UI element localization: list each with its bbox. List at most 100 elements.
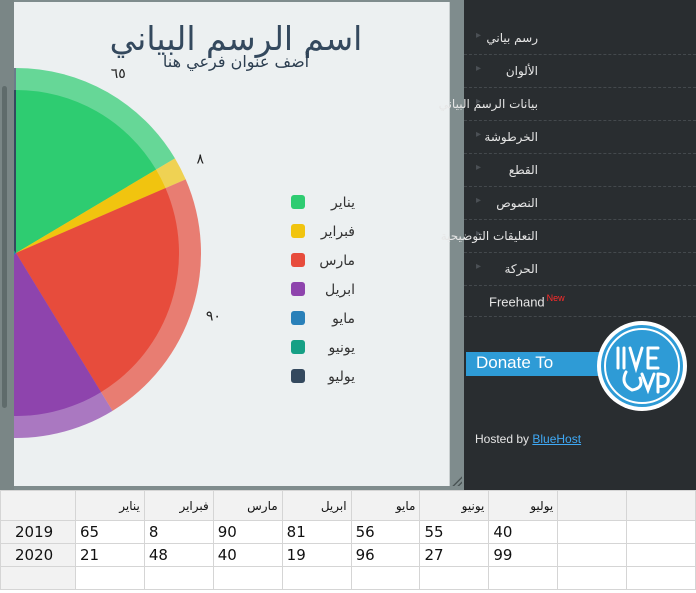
empty-cell[interactable] bbox=[350, 566, 421, 590]
menu-item-label: Freehand New bbox=[489, 293, 565, 309]
empty-cell[interactable] bbox=[557, 566, 628, 590]
chart-subtitle: أضف عنوان فرعي هنا bbox=[163, 51, 309, 72]
menu-item-label: القطع bbox=[508, 163, 538, 177]
pie-slice[interactable] bbox=[14, 90, 16, 253]
empty-cell[interactable] bbox=[74, 566, 145, 590]
table-cell[interactable]: 96 bbox=[350, 543, 421, 567]
pie-slice[interactable] bbox=[14, 122, 16, 253]
pie-slice[interactable] bbox=[16, 188, 179, 393]
empty-cell[interactable] bbox=[488, 566, 559, 590]
table-cell[interactable]: 90 bbox=[212, 520, 283, 544]
table-cell[interactable]: 21 bbox=[74, 543, 145, 567]
menu-item-label: النصوص bbox=[496, 196, 538, 210]
table-cell[interactable]: 40 bbox=[212, 543, 283, 567]
empty-cell[interactable] bbox=[626, 543, 696, 567]
hosted-by: Hosted by BlueHost bbox=[475, 432, 581, 446]
empty-cell[interactable] bbox=[419, 566, 490, 590]
empty-cell[interactable] bbox=[557, 520, 628, 544]
menu-item-colors[interactable]: ▸ الألوان bbox=[464, 55, 696, 88]
chart-panel: ٦٥٨٩٠٨١٥٦٥٥٤٠ ينايرفبرايرمارسابريلمايويو… bbox=[14, 2, 450, 486]
menu-item-texts[interactable]: ▸ النصوص bbox=[464, 187, 696, 220]
menu-item-chart[interactable]: ▸ رسم بياني bbox=[464, 22, 696, 55]
menu-item-annotations[interactable]: ▸ التعليقات التوضيحية bbox=[441, 220, 696, 253]
pie-slice[interactable] bbox=[16, 169, 166, 253]
chevron-icon: ▸ bbox=[476, 228, 482, 239]
table-row bbox=[0, 566, 696, 590]
donate-label: Donate To bbox=[476, 353, 554, 372]
data-grid: يناير فبراير مارس ابريل مايو يونيو يوليو… bbox=[0, 490, 696, 593]
empty-cell[interactable] bbox=[557, 490, 628, 521]
header-cell[interactable]: يوليو bbox=[488, 490, 559, 521]
menu-item-slices[interactable]: ▸ القطع bbox=[464, 154, 696, 187]
vertical-scrollbar[interactable] bbox=[2, 86, 7, 408]
empty-cell[interactable] bbox=[281, 566, 352, 590]
table-cell[interactable]: 48 bbox=[143, 543, 214, 567]
table-header-row: يناير فبراير مارس ابريل مايو يونيو يوليو bbox=[0, 490, 696, 521]
legend-label[interactable]: فبراير bbox=[320, 224, 355, 240]
legend-swatch[interactable] bbox=[291, 253, 305, 267]
empty-cell[interactable] bbox=[626, 566, 696, 590]
empty-cell[interactable] bbox=[212, 566, 283, 590]
empty-cell[interactable] bbox=[626, 490, 696, 521]
header-cell[interactable]: ابريل bbox=[281, 490, 352, 521]
legend-swatch[interactable] bbox=[291, 224, 305, 238]
legend-label[interactable]: مارس bbox=[319, 253, 355, 269]
table-cell[interactable]: 55 bbox=[419, 520, 490, 544]
table-cell[interactable]: 40 bbox=[488, 520, 559, 544]
table-cell[interactable]: 27 bbox=[419, 543, 490, 567]
table-cell[interactable]: 56 bbox=[350, 520, 421, 544]
row-label[interactable] bbox=[0, 566, 76, 590]
hosted-prefix: Hosted by bbox=[475, 432, 530, 446]
empty-cell[interactable] bbox=[557, 543, 628, 567]
table-cell[interactable]: 19 bbox=[281, 543, 352, 567]
table-cell[interactable]: 65 bbox=[74, 520, 145, 544]
livegvp-logo[interactable] bbox=[596, 320, 688, 412]
pie-chart: ٦٥٨٩٠٨١٥٦٥٥٤٠ ينايرفبرايرمارسابريلمايويو… bbox=[14, 19, 362, 438]
table-row: 2019 65 8 90 81 56 55 40 bbox=[0, 520, 696, 544]
pie-slice[interactable] bbox=[16, 90, 157, 253]
left-gutter bbox=[0, 0, 14, 490]
empty-cell[interactable] bbox=[626, 520, 696, 544]
chevron-icon: ▸ bbox=[476, 63, 482, 74]
pie-slice[interactable] bbox=[14, 243, 16, 373]
legend-swatch[interactable] bbox=[291, 311, 305, 325]
table-cell[interactable]: 81 bbox=[281, 520, 352, 544]
legend-label[interactable]: يوليو bbox=[327, 369, 355, 385]
header-cell[interactable]: يناير bbox=[74, 490, 145, 521]
legend-swatch[interactable] bbox=[291, 340, 305, 354]
header-cell[interactable]: مارس bbox=[212, 490, 283, 521]
donate-button[interactable]: Donate To bbox=[466, 352, 616, 376]
menu-item-freehand[interactable]: Freehand New bbox=[464, 284, 696, 317]
menu-item-font[interactable]: ▸ الخرطوشة bbox=[464, 121, 696, 154]
row-label[interactable]: 2020 bbox=[0, 543, 76, 567]
header-cell[interactable]: يونيو bbox=[419, 490, 490, 521]
chevron-icon: ▸ bbox=[476, 129, 482, 140]
legend-label[interactable]: ابريل bbox=[325, 282, 355, 298]
row-label[interactable]: 2019 bbox=[0, 520, 76, 544]
resize-grip[interactable] bbox=[452, 476, 462, 486]
menu-item-chart-data[interactable]: ▸ بيانات الرسم البياني bbox=[439, 88, 696, 121]
legend-swatch[interactable] bbox=[291, 195, 305, 209]
legend-swatch[interactable] bbox=[291, 282, 305, 296]
pie-slice[interactable] bbox=[14, 253, 102, 416]
empty-cell[interactable] bbox=[143, 566, 214, 590]
table-row: 2020 21 48 40 19 96 27 99 bbox=[0, 543, 696, 567]
chevron-icon: ▸ bbox=[476, 195, 482, 206]
table-cell[interactable]: 99 bbox=[488, 543, 559, 567]
legend-label[interactable]: مايو bbox=[331, 311, 355, 327]
menu-item-animation[interactable]: ▸ الحركة bbox=[464, 253, 696, 286]
menu-item-label: الألوان bbox=[505, 64, 538, 78]
chevron-icon: ▸ bbox=[476, 30, 482, 41]
header-cell[interactable]: فبراير bbox=[143, 490, 214, 521]
data-label: ٨ bbox=[196, 152, 204, 168]
legend-label[interactable]: يونيو bbox=[328, 340, 356, 356]
corner-cell bbox=[0, 490, 76, 521]
chevron-icon: ▸ bbox=[476, 162, 482, 173]
legend-label[interactable]: يناير bbox=[330, 195, 355, 211]
legend-swatch[interactable] bbox=[291, 369, 305, 383]
menu-item-label: التعليقات التوضيحية bbox=[440, 229, 538, 243]
table-cell[interactable]: 8 bbox=[143, 520, 214, 544]
header-cell[interactable]: مايو bbox=[350, 490, 421, 521]
data-label: ٦٥ bbox=[111, 66, 126, 82]
bluehost-link[interactable]: BlueHost bbox=[532, 432, 582, 446]
